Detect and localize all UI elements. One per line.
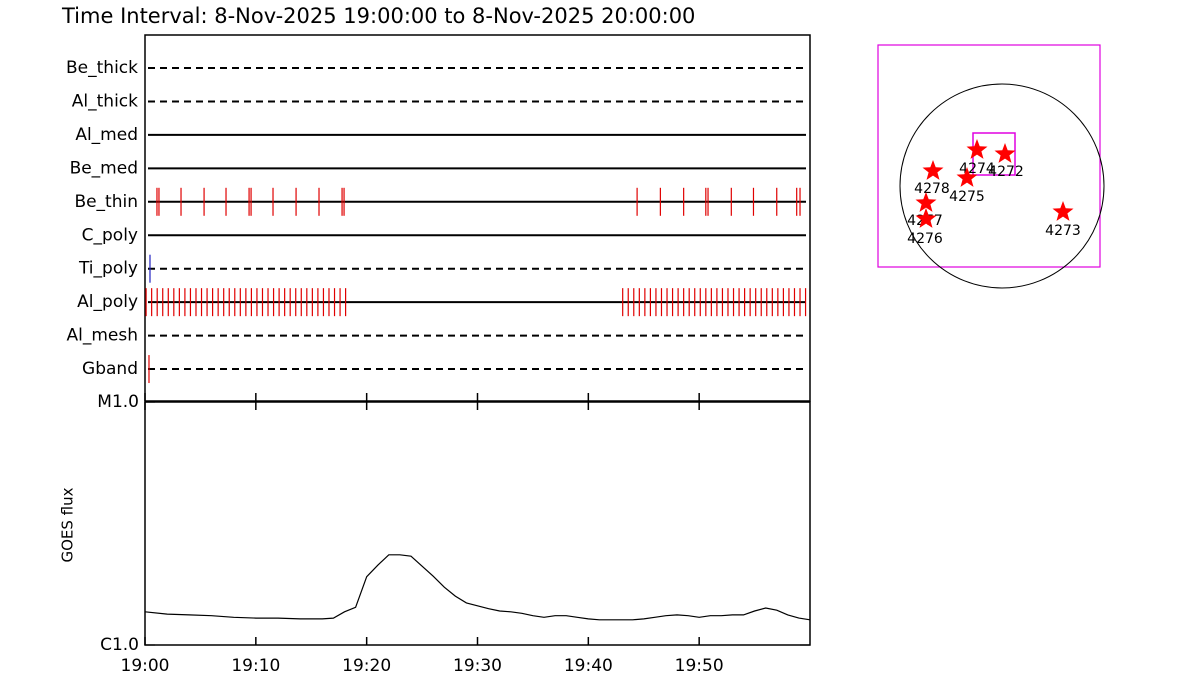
row-label: Gband (82, 359, 138, 379)
x-tick-label: 19:20 (342, 656, 391, 676)
region-star (994, 143, 1016, 163)
row-label: Al_med (75, 125, 138, 145)
row-label: Ti_poly (78, 259, 138, 279)
solar-disk (899, 83, 1105, 289)
region-label: 4275 (949, 189, 985, 205)
row-label: Al_poly (77, 292, 138, 312)
region-star (915, 192, 937, 212)
x-tick-label: 19:00 (121, 656, 170, 676)
row-label: Be_thin (74, 192, 138, 212)
region-label: 4276 (907, 231, 943, 247)
x-tick-label: 19:30 (453, 656, 502, 676)
region-star (915, 208, 937, 228)
row-label: Be_med (70, 158, 138, 178)
goes-frame (144, 401, 811, 646)
goes-curve (144, 554, 811, 621)
y-axis-label: GOES flux (59, 487, 77, 562)
region-label: 4278 (914, 181, 950, 197)
x-tick-label: 19:50 (675, 656, 724, 676)
row-label: Al_thick (72, 91, 138, 111)
row-label: C_poly (82, 225, 138, 245)
row-label: Al_mesh (66, 326, 138, 346)
x-tick-label: 19:10 (231, 656, 280, 676)
region-label: 4273 (1045, 223, 1081, 239)
region-star (956, 167, 978, 187)
region-star (966, 139, 988, 159)
region-label: 4272 (988, 164, 1024, 180)
region-star (1052, 201, 1074, 221)
row-label: Be_thick (66, 58, 138, 78)
chart-title: Time Interval: 8-Nov-2025 19:00:00 to 8-… (61, 4, 695, 28)
timeline-frame (144, 34, 811, 402)
y-tick-label: M1.0 (97, 392, 139, 412)
y-tick-label: C1.0 (100, 635, 139, 655)
region-star (922, 160, 944, 180)
x-tick-label: 19:40 (564, 656, 613, 676)
